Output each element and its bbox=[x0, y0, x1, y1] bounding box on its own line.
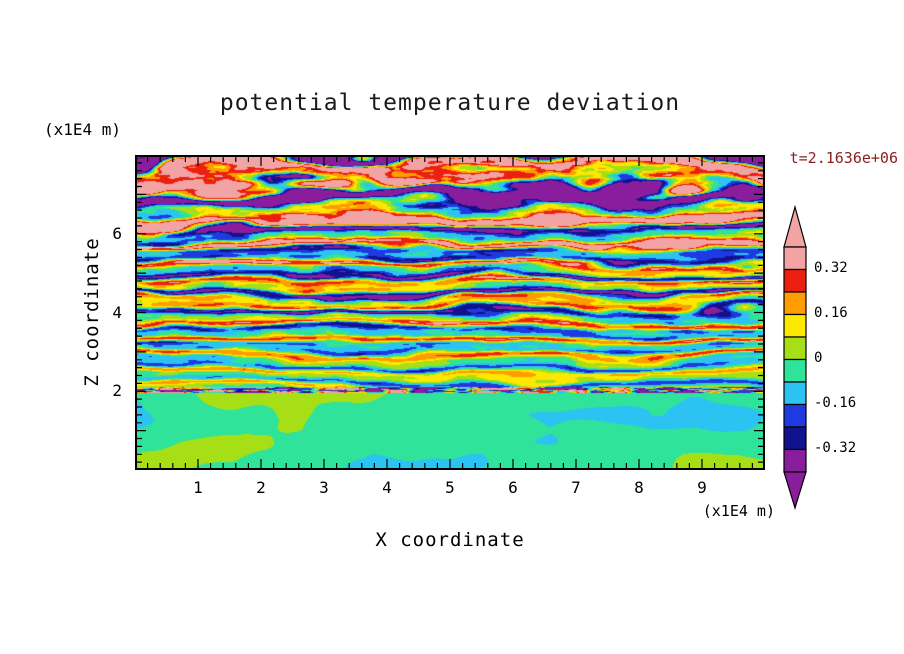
colorbar-label-0.32: 0.32 bbox=[814, 259, 848, 276]
colorbar-under-arrow bbox=[783, 471, 807, 511]
plot-area bbox=[135, 155, 765, 470]
x-tick-label-3: 3 bbox=[319, 478, 329, 497]
x-tick-label-8: 8 bbox=[634, 478, 644, 497]
colorbar-label--0.32: -0.32 bbox=[814, 439, 857, 456]
x-tick-label-9: 9 bbox=[697, 478, 707, 497]
z-tick-label-2: 2 bbox=[112, 381, 122, 401]
x-tick-label-1: 1 bbox=[193, 478, 203, 497]
chart-title: potential temperature deviation bbox=[219, 90, 681, 116]
colorbar-band-orange bbox=[783, 291, 807, 316]
y-axis-units: (x1E4 m) bbox=[44, 120, 122, 139]
colorbar-label-0.16: 0.16 bbox=[814, 304, 848, 321]
x-tick-label-6: 6 bbox=[508, 478, 518, 497]
colorbar-band-blue bbox=[783, 403, 807, 428]
colorbar-over-arrow bbox=[783, 205, 807, 248]
colorbar-band-cyan bbox=[783, 381, 807, 406]
x-tick-label-7: 7 bbox=[571, 478, 581, 497]
colorbar-band-navy bbox=[783, 426, 807, 451]
time-annotation: t=2.1636e+06 bbox=[789, 149, 898, 167]
colorbar-band-yellow bbox=[783, 313, 807, 338]
colorbar-label--0.16: -0.16 bbox=[814, 394, 857, 411]
heatmap-canvas bbox=[135, 155, 765, 470]
x-tick-label-5: 5 bbox=[445, 478, 455, 497]
colorbar-band-green bbox=[783, 358, 807, 383]
colorbar bbox=[783, 205, 807, 511]
colorbar-band-red bbox=[783, 268, 807, 293]
colorbar-band-purple bbox=[783, 448, 807, 473]
colorbar-band-salmon bbox=[783, 246, 807, 271]
colorbar-label-0: 0 bbox=[814, 349, 823, 366]
z-tick-label-4: 4 bbox=[112, 302, 122, 322]
colorbar-band-yellow-green bbox=[783, 336, 807, 361]
x-tick-label-2: 2 bbox=[256, 478, 266, 497]
x-axis-units: (x1E4 m) bbox=[702, 502, 775, 520]
x-tick-label-4: 4 bbox=[382, 478, 392, 497]
x-axis-label: X coordinate bbox=[375, 529, 525, 551]
z-tick-label-6: 6 bbox=[112, 223, 122, 243]
